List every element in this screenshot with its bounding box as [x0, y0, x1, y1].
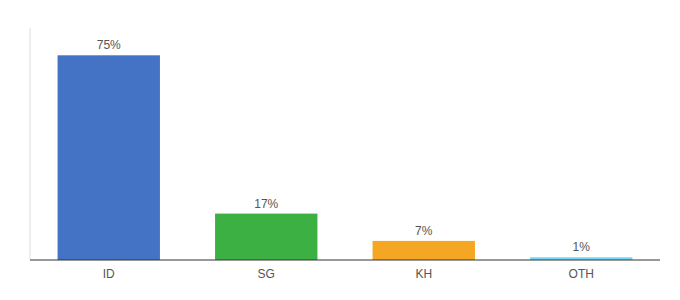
bar	[215, 214, 317, 260]
x-tick-label: KH	[415, 267, 432, 281]
x-tick-label: OTH	[569, 267, 594, 281]
x-axis-line	[30, 260, 660, 261]
x-tick-label: SG	[258, 267, 275, 281]
bars	[58, 55, 633, 260]
chart: 75% 17% 7% 1% ID SG KH OTH	[0, 0, 680, 300]
bar	[58, 55, 160, 260]
data-label: 1%	[573, 240, 591, 254]
data-label: 7%	[415, 224, 433, 238]
x-tick-label: ID	[103, 267, 115, 281]
data-label: 75%	[97, 38, 121, 52]
data-label: 17%	[254, 197, 278, 211]
x-ticks: ID SG KH OTH	[103, 267, 594, 281]
data-labels: 75% 17% 7% 1%	[97, 38, 591, 254]
bar	[373, 241, 475, 260]
y-axis-line	[30, 28, 31, 260]
chart-container: 75% 17% 7% 1% ID SG KH OTH	[0, 0, 680, 300]
